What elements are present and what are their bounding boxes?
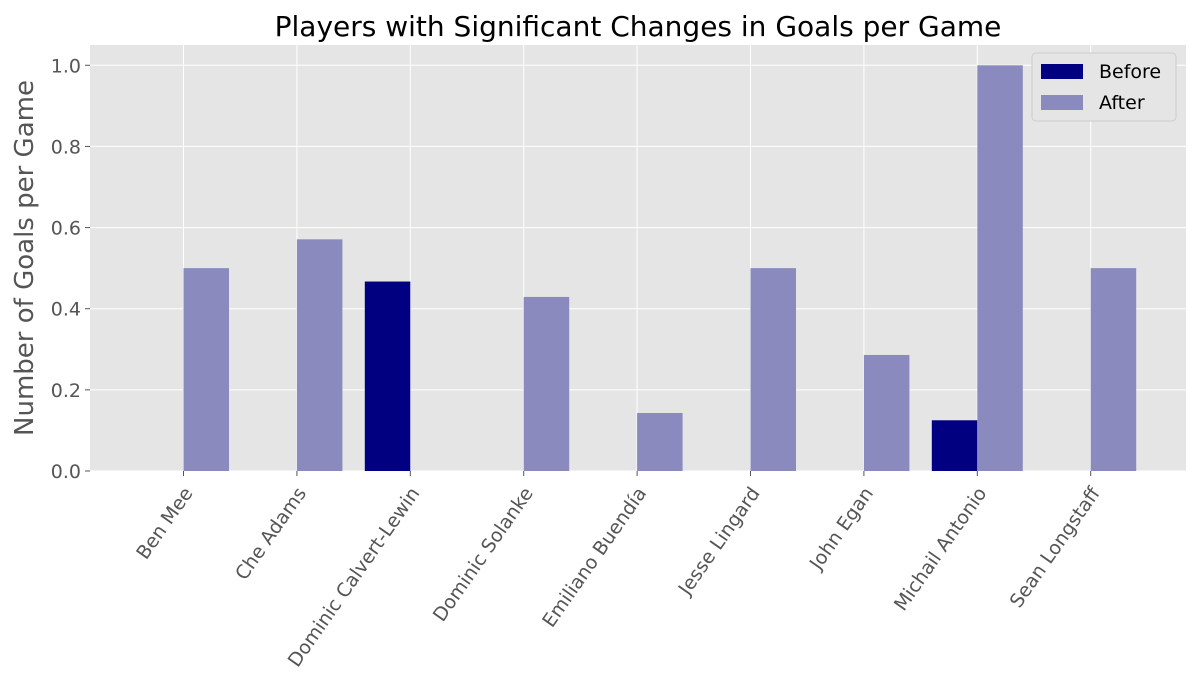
chart-title: Players with Significant Changes in Goal… <box>275 10 1002 43</box>
bar-after <box>523 296 570 471</box>
bar-after <box>637 412 683 471</box>
bar-after <box>1090 268 1137 471</box>
x-tick-label: Sean Longstaff <box>1006 483 1106 612</box>
x-tick-label: Ben Mee <box>132 483 197 563</box>
y-axis-ticks: 0.0 0.2 0.4 0.6 0.8 1.0 <box>51 55 90 483</box>
legend-label-before: Before <box>1099 61 1161 83</box>
x-tick-label: Che Adams <box>231 483 311 584</box>
x-tick-label: Jesse Lingard <box>674 483 765 600</box>
bar-after <box>183 268 229 471</box>
bar-before <box>364 281 411 471</box>
x-tick-label: Emiliano Buendía <box>538 483 651 631</box>
y-tick-label: 0.4 <box>51 299 81 321</box>
y-tick-label: 0.6 <box>51 218 81 240</box>
legend: Before After <box>1031 52 1177 122</box>
bar-after <box>750 268 796 471</box>
legend-swatch-before <box>1041 64 1083 79</box>
y-axis-label: Number of Goals per Game <box>10 80 40 436</box>
bar-before <box>931 420 978 471</box>
legend-label-after: After <box>1099 92 1145 114</box>
x-tick-label: Dominic Solanke <box>429 483 538 625</box>
y-tick-label: 0.8 <box>51 136 81 158</box>
y-tick-label: 1.0 <box>51 55 81 77</box>
y-tick-label: 0.0 <box>51 461 81 483</box>
legend-swatch-after <box>1041 95 1083 110</box>
bars <box>183 65 1137 472</box>
bar-after <box>296 239 343 471</box>
grid-lines <box>90 45 1186 472</box>
x-tick-label: John Egan <box>805 483 878 574</box>
x-tick-label: Dominic Calvert-Lewin <box>284 483 425 671</box>
y-tick-label: 0.2 <box>51 380 81 402</box>
bar-after <box>977 65 1023 472</box>
x-tick-label: Michail Antonio <box>890 483 991 615</box>
bar-after <box>863 354 910 471</box>
